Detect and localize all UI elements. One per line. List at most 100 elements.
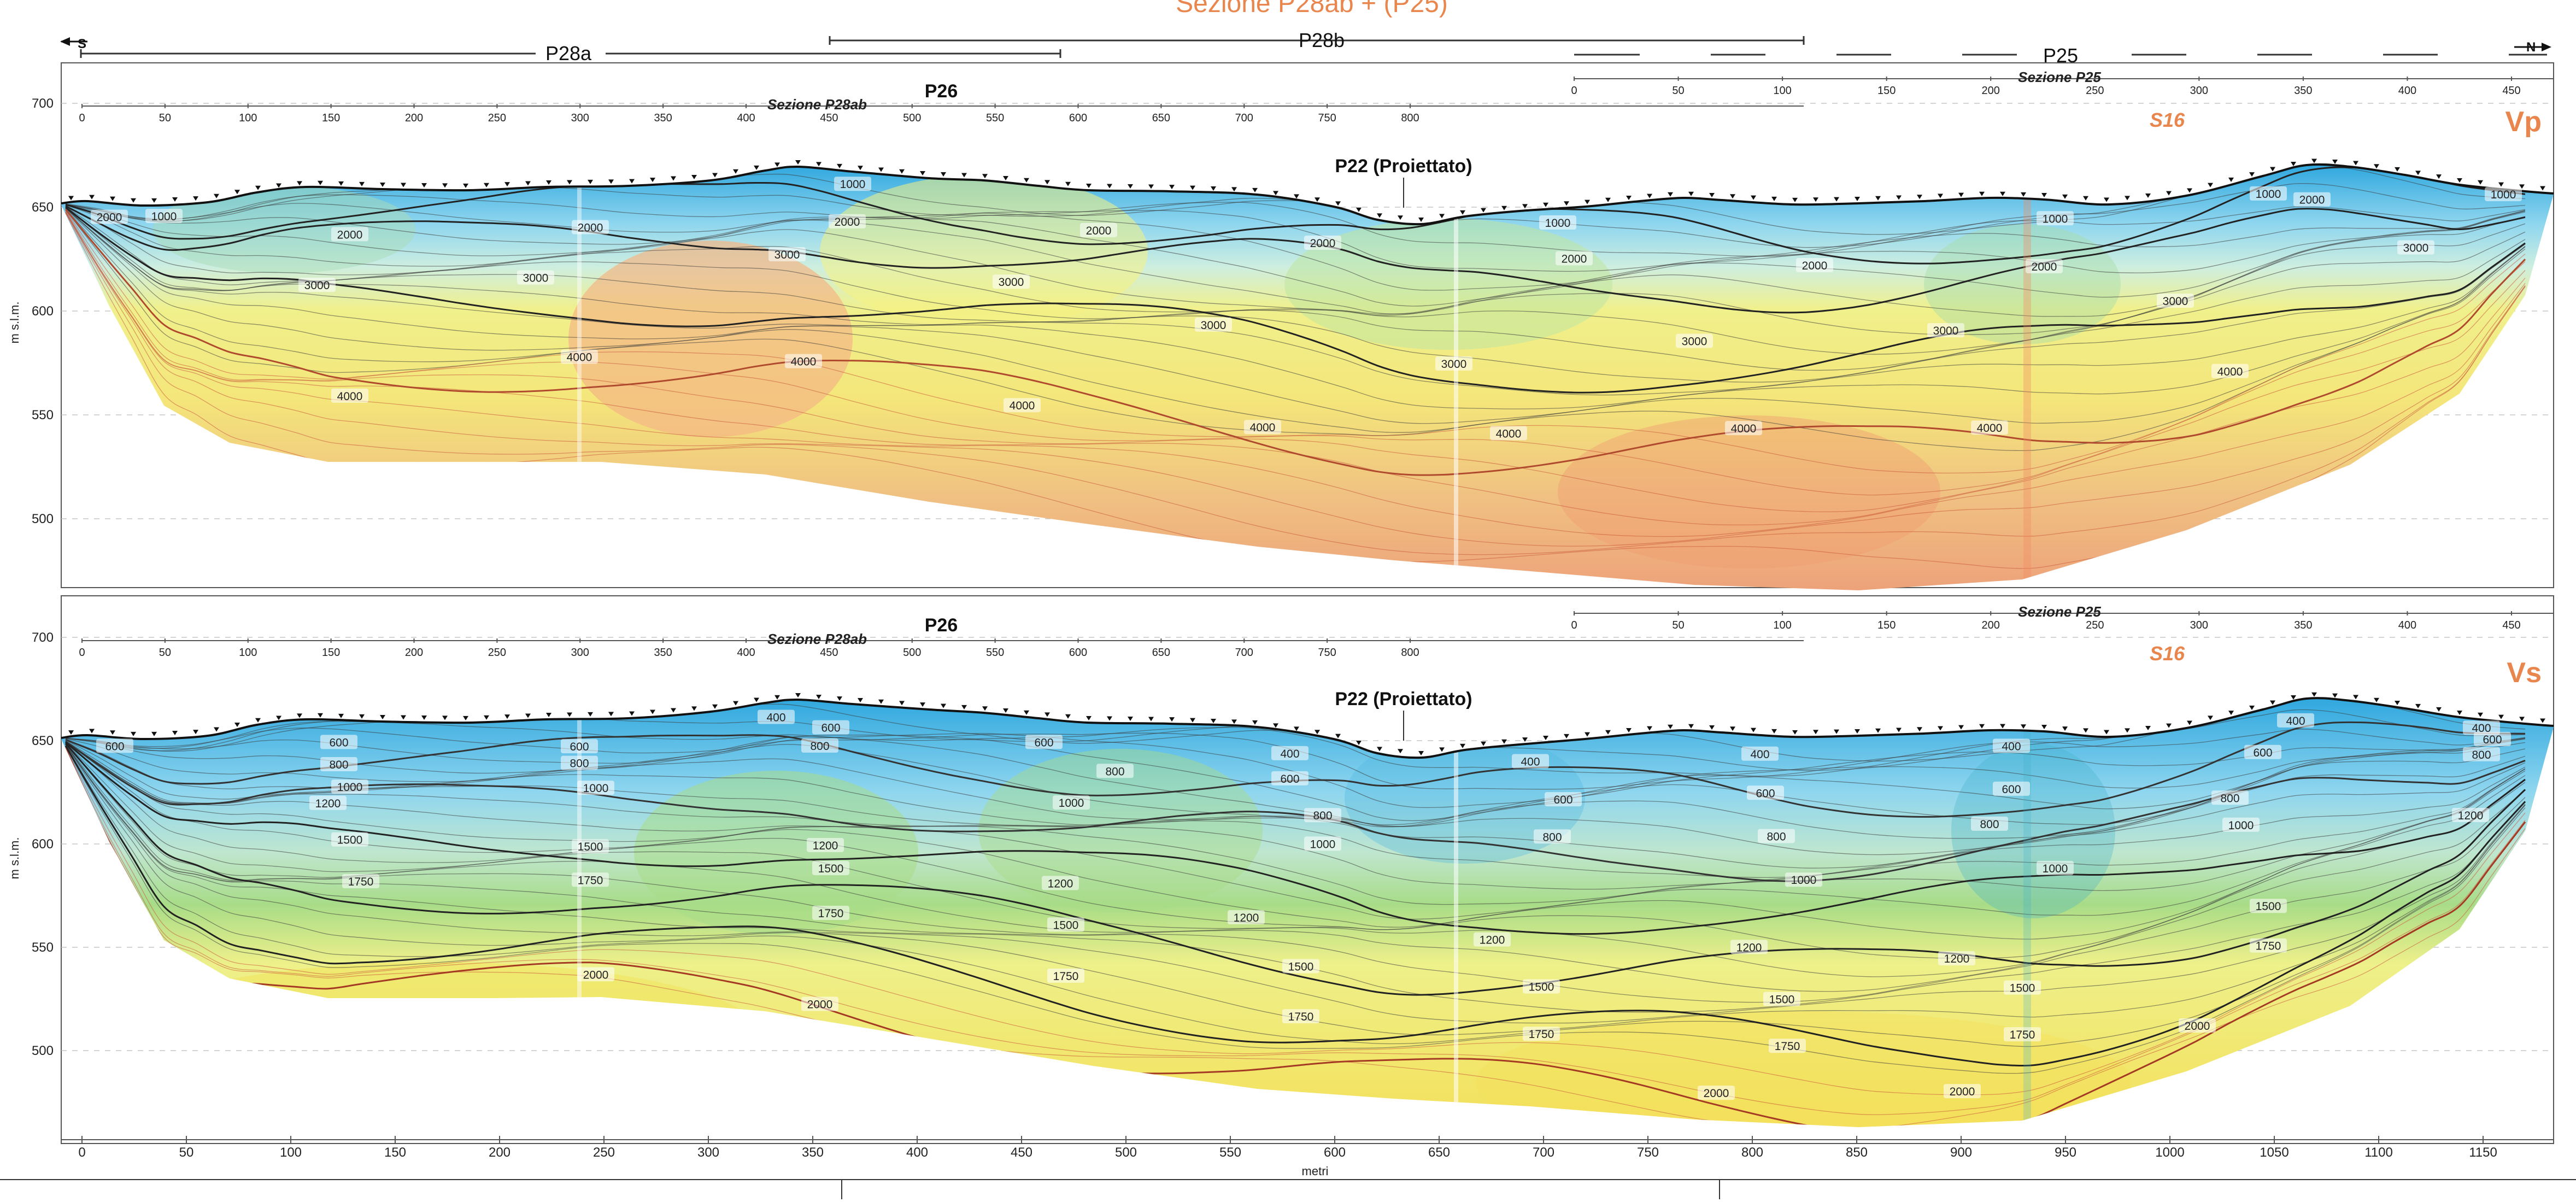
- scale-tick-label: 650: [1152, 112, 1170, 124]
- geophone-icon: [2436, 707, 2442, 712]
- vs-contour-label-group: 1500: [331, 832, 368, 847]
- geophone-icon: [1460, 210, 1465, 215]
- vs-contour-label: 600: [1756, 787, 1775, 800]
- vp-contour-label-group: 3000: [2157, 294, 2194, 308]
- scale-tick-label: 250: [488, 112, 506, 124]
- geophone-icon: [691, 175, 697, 179]
- vs-color-blob: [634, 771, 918, 935]
- vp-contour-label: 3000: [2163, 295, 2188, 308]
- page-title: Sezione P28ab + (P25): [1176, 0, 1448, 18]
- geophone-icon: [982, 174, 988, 179]
- geophone-icon: [2540, 718, 2545, 723]
- x-tick-label: 550: [1219, 1145, 1241, 1160]
- vs-contour-label: 400: [1521, 756, 1540, 769]
- vs-contour-label-group: 800: [1758, 829, 1795, 843]
- vs-contour-label: 1750: [2010, 1029, 2035, 1041]
- geophone-icon: [484, 183, 489, 187]
- geophone-icon: [899, 169, 905, 174]
- geophone-icon: [1501, 739, 1507, 744]
- vp-contour-label: 4000: [791, 356, 817, 368]
- geophone-icon: [1647, 726, 1652, 731]
- vs-contour-label: 1000: [1310, 838, 1336, 851]
- vs-p26-label: P26: [925, 615, 958, 636]
- vp-thin-isoline: [65, 212, 2526, 555]
- geophone-icon: [1003, 176, 1008, 180]
- geophone-icon: [2145, 194, 2151, 198]
- vs-s16-label: S16: [2150, 642, 2185, 665]
- vp-color-blob: [1558, 415, 1940, 568]
- vs-contour-label: 600: [2253, 747, 2272, 759]
- vs-thin-isoline: [65, 741, 2526, 928]
- vs-contour-label-group: 400: [1993, 738, 2030, 753]
- scale-tick-label: 450: [820, 647, 838, 659]
- south-arrow-icon: [60, 37, 87, 46]
- x-tick-label: 700: [1533, 1145, 1554, 1160]
- vp-contour-label-group: 3000: [1195, 317, 1232, 332]
- vs-contour-label: 400: [1750, 748, 1769, 761]
- scale-tick-label: 300: [2190, 619, 2208, 631]
- scale-tick-label: 400: [2398, 85, 2416, 97]
- vs-contour-label: 1200: [1944, 953, 1970, 965]
- vs-contour-label: 1200: [1736, 941, 1762, 954]
- vs-contour-label-group: 1200: [807, 837, 844, 852]
- vp-y-tick: 700: [32, 96, 54, 111]
- scale-tick-label: 200: [405, 112, 423, 124]
- geophone-icon: [525, 181, 531, 186]
- geophone-icon: [2498, 182, 2504, 187]
- geophone-icon: [2415, 703, 2421, 708]
- vp-contour-label-group: 2000: [331, 227, 368, 242]
- geophone-icon: [2291, 162, 2296, 166]
- geophone-icon: [1709, 725, 1715, 730]
- geophone-icon: [1585, 200, 1590, 204]
- vs-contour-label-group: 1500: [572, 839, 609, 854]
- geophone-icon: [1481, 208, 1486, 213]
- vs-thin-isoline: [65, 735, 2526, 822]
- geophone-icon: [297, 181, 302, 186]
- vp-contour-label-group: 3000: [298, 278, 336, 292]
- vp-contour-label-group: 4000: [2211, 363, 2249, 378]
- vs-contour-label: 600: [1034, 736, 1053, 749]
- x-tick-label: 900: [1950, 1145, 1972, 1160]
- vs-contour-label-group: 800: [801, 738, 838, 753]
- vs-thin-isolines: [65, 698, 2526, 1127]
- vs-section-p25-label: Sezione P25: [2018, 603, 2101, 620]
- geophone-icon: [2104, 730, 2109, 735]
- geophone-icon: [1813, 197, 1818, 202]
- vs-contour-label: 600: [570, 741, 589, 753]
- geophone-icon: [1045, 180, 1050, 185]
- geophone-icon: [2311, 692, 2317, 697]
- vs-major-isoline: [64, 746, 2526, 1066]
- vs-contour-label: 600: [329, 736, 348, 749]
- geophone-icon: [1855, 729, 1860, 734]
- vs-contour-label-group: 1000: [1053, 795, 1090, 810]
- x-tick-label: 600: [1324, 1145, 1346, 1160]
- geophone-icon: [1792, 730, 1798, 735]
- scale-tick-label: 50: [1672, 85, 1684, 97]
- vs-ground-surface: [61, 697, 2554, 759]
- vp-thin-isoline: [65, 208, 2526, 424]
- vp-contour-label: 2000: [1086, 225, 1112, 237]
- geophone-icon: [671, 708, 676, 713]
- geophone-icon: [2415, 171, 2421, 175]
- vs-contour-label: 1750: [578, 874, 603, 887]
- geophone-icon: [421, 183, 427, 187]
- vs-contour-label-group: 600: [320, 735, 357, 749]
- geophone-icon: [1605, 197, 1611, 202]
- geophone-icon: [2457, 178, 2462, 183]
- geophone-icon: [318, 713, 323, 718]
- scale-tick-label: 100: [1773, 619, 1791, 631]
- vs-contour-label-group: 600: [2474, 732, 2511, 747]
- vp-contour-label-group: 2000: [1304, 235, 1341, 250]
- vp-thin-isoline: [65, 208, 2526, 409]
- vp-contour-label-group: 3000: [2397, 240, 2434, 255]
- vp-contour-label: 2000: [578, 222, 603, 234]
- scale-tick-label: 350: [654, 647, 672, 659]
- geophone-icon: [2083, 196, 2088, 201]
- vs-contour-label-group: 1000: [331, 779, 368, 794]
- vs-contour-label-group: 400: [1512, 754, 1549, 769]
- vp-section-p25-label: Sezione P25: [2018, 69, 2101, 85]
- geophone-icon: [1418, 218, 1424, 222]
- geophone-icon: [380, 183, 385, 187]
- scale-tick-label: 450: [2502, 85, 2520, 97]
